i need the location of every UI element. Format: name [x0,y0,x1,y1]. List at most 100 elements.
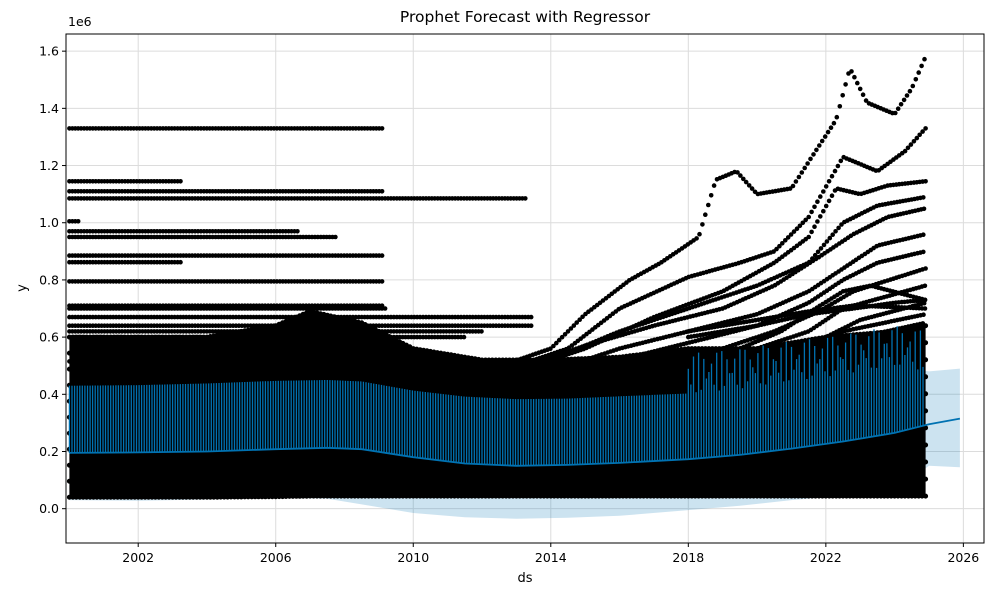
observed-point [797,223,803,229]
observed-point [790,183,796,189]
x-tick-label: 2026 [947,550,979,565]
observed-point [562,332,568,337]
observed-point [863,98,869,103]
observed-point [827,235,833,241]
observed-point [825,129,831,135]
y-tick-label: 0.6 [39,330,59,345]
observed-point [791,229,797,234]
observed-point [749,186,755,191]
observed-point [741,176,746,182]
observed-point [796,174,802,180]
observed-point [916,70,921,75]
observed-point [855,80,860,86]
observed-point [902,148,908,154]
observed-point [706,202,711,208]
observed-point [922,283,928,289]
y-tick-label: 0.0 [39,501,59,516]
observed-point [799,170,805,175]
observed-point [921,206,927,212]
observed-point [800,220,806,226]
y-offset-text: 1e6 [68,14,92,29]
observed-point [479,329,484,334]
observed-point [819,138,825,144]
observed-point [921,232,926,237]
observed-point [914,135,920,141]
observed-point [333,234,338,240]
observed-point [694,236,699,241]
observed-point [808,156,813,162]
observed-point [921,312,926,318]
observed-point [860,92,866,97]
y-tick-label: 1.0 [39,215,59,230]
observed-point [830,232,835,237]
observed-point [923,266,928,271]
observed-point [697,231,702,237]
x-tick-label: 2010 [397,550,429,565]
observed-point [178,259,183,265]
observed-point [812,224,817,229]
observed-point [922,297,928,303]
observed-point [843,82,848,87]
observed-point [743,179,749,185]
observed-point [780,241,785,246]
observed-point [793,179,799,184]
observed-point [806,214,811,220]
observed-point [812,252,818,258]
observed-point [910,83,916,89]
forecast-line [69,417,961,467]
observed-point [803,217,808,223]
observed-point [857,86,863,92]
observed-point [812,204,817,210]
y-tick-label: 1.4 [39,101,59,116]
x-tick-label: 2006 [260,550,292,565]
x-tick-label: 2002 [122,550,154,565]
observed-point [523,196,528,201]
observed-point [565,329,571,334]
x-tick-label: 2014 [535,550,567,565]
observed-point [823,184,829,189]
observed-point [382,306,388,311]
observed-point [577,317,582,323]
observed-point [908,142,914,147]
observed-point [911,139,917,144]
observed-point [574,320,579,325]
observed-point [923,179,928,184]
observed-point [783,238,788,243]
observed-point [919,63,924,69]
observed-point [548,346,553,352]
observed-point [852,74,857,80]
observed-point [554,340,559,346]
observed-point [295,229,300,234]
observed-point [788,232,794,237]
observed-point [893,110,898,116]
observed-point [711,183,717,188]
observed-point [835,163,841,169]
x-tick-label: 2018 [672,550,704,565]
observed-point [905,145,911,151]
x-axis-label: ds [517,571,532,586]
observed-point [920,321,926,326]
observed-point [824,239,830,244]
observed-point [777,243,782,249]
observed-point [815,219,820,224]
observed-point [921,195,926,200]
observed-point [817,143,822,148]
observed-point [831,120,837,126]
observed-point [920,129,925,134]
observed-point [528,314,534,320]
observed-point [809,229,814,235]
observed-point [904,93,910,98]
observed-point [836,225,841,231]
observed-point [559,334,565,340]
observed-point [922,306,928,311]
observed-point [703,212,708,217]
observed-point [898,102,904,107]
observed-point [822,134,828,139]
observed-point [708,193,714,198]
observed-point [833,229,838,234]
y-tick-label: 1.6 [39,44,59,59]
observed-point [735,170,740,175]
y-tick-label: 0.4 [39,387,59,402]
observed-point [849,69,854,74]
observed-point [814,147,819,153]
